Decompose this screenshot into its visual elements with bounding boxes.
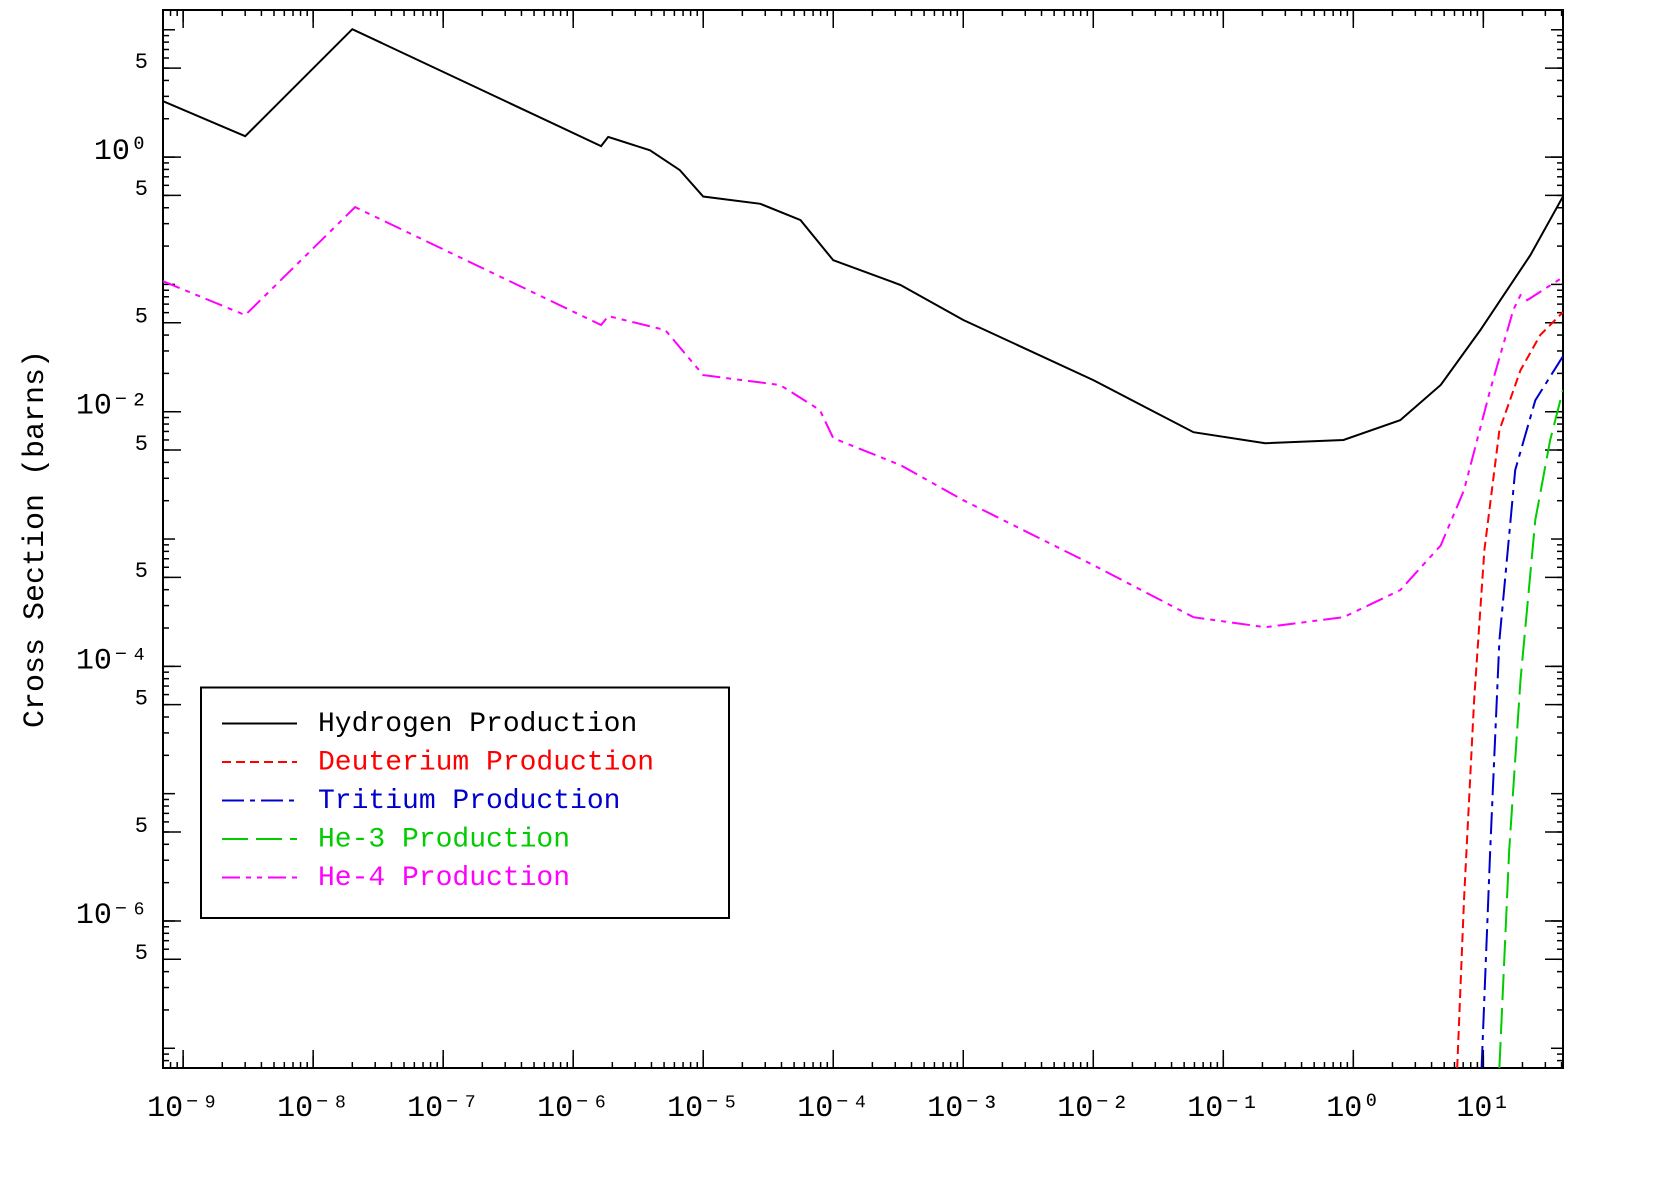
y-tick-label: 10⁻⁴ — [76, 644, 148, 678]
y-tick-label: 10⁰ — [94, 135, 148, 169]
x-tick-label: 10⁻⁵ — [667, 1092, 739, 1126]
x-tick-label: 10⁻⁴ — [797, 1092, 869, 1126]
series-line — [1480, 355, 1563, 1068]
x-tick-label: 10¹ — [1456, 1092, 1510, 1126]
legend-label: Hydrogen Production — [318, 709, 637, 740]
y-tick-label: 10⁻⁶ — [76, 899, 148, 933]
x-tick-label: 10⁻¹ — [1187, 1092, 1259, 1126]
y-tick-label: 5 — [135, 305, 148, 330]
series-line — [1498, 389, 1563, 1068]
x-tick-label: 10⁻⁹ — [147, 1092, 219, 1126]
legend-label: Deuterium Production — [318, 747, 654, 778]
x-tick-label: 10⁻⁷ — [407, 1092, 479, 1126]
series-line — [163, 205, 1563, 629]
y-tick-label: 5 — [135, 559, 148, 584]
y-tick-label: 5 — [135, 177, 148, 202]
legend-label: Tritium Production — [318, 786, 620, 817]
y-tick-label: 5 — [135, 686, 148, 711]
x-tick-label: 10⁻⁶ — [537, 1092, 609, 1126]
y-tick-label: 5 — [135, 814, 148, 839]
y-tick-label: 5 — [135, 941, 148, 966]
x-tick-label: 10⁰ — [1326, 1092, 1380, 1126]
x-tick-label: 10⁻⁸ — [277, 1092, 349, 1126]
series-line — [163, 27, 1563, 445]
legend-label: He-4 Production — [318, 863, 570, 894]
y-tick-label: 10⁻² — [76, 390, 148, 424]
series-line — [1456, 311, 1563, 1068]
legend-label: He-3 Production — [318, 824, 570, 855]
x-tick-label: 10⁻² — [1057, 1092, 1129, 1126]
y-axis-label: Cross Section (barns) — [19, 350, 53, 728]
x-tick-label: 10⁻³ — [927, 1092, 999, 1126]
legend-box — [200, 686, 730, 919]
y-tick-label: 5 — [135, 50, 148, 75]
y-tick-label: 5 — [135, 432, 148, 457]
